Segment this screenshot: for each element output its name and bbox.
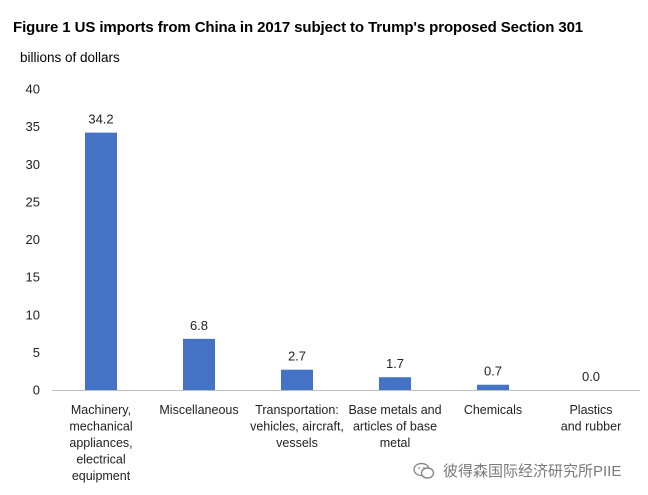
watermark: 彼得森国际经济研究所PIIE <box>413 460 621 481</box>
bar <box>281 369 313 390</box>
y-tick-label: 20 <box>26 232 40 247</box>
chart-title: Figure 1 US imports from China in 2017 s… <box>13 19 584 36</box>
data-label: 1.7 <box>386 356 404 371</box>
data-label: 2.7 <box>288 349 306 364</box>
wechat-icon <box>413 462 435 479</box>
data-label: 6.8 <box>190 318 208 333</box>
y-tick-label: 5 <box>33 345 40 360</box>
y-tick-label: 10 <box>26 307 40 322</box>
y-tick-label: 40 <box>26 82 40 97</box>
y-tick-label: 25 <box>26 194 40 209</box>
category-labels: Machinery, mechanical appliances, electrica… <box>69 403 621 483</box>
category-label: Base metals and articles of base metal <box>348 403 441 450</box>
category-label: Chemicals <box>464 403 522 417</box>
y-tick-label: 0 <box>33 383 40 398</box>
bar-series <box>85 132 509 390</box>
bar <box>183 338 215 390</box>
y-tick-label: 35 <box>26 119 40 134</box>
data-label: 34.2 <box>88 112 113 127</box>
watermark-text: 彼得森国际经济研究所PIIE <box>443 463 622 480</box>
y-tick-label: 30 <box>26 157 40 172</box>
data-labels: 34.2 6.8 2.7 1.7 0.7 0.0 <box>88 112 600 384</box>
category-label: Miscellaneous <box>159 403 238 417</box>
bar <box>379 377 411 390</box>
bar <box>85 132 117 390</box>
bar <box>477 384 509 390</box>
y-tick-label: 15 <box>26 270 40 285</box>
data-label: 0.0 <box>582 369 600 384</box>
y-axis-unit-label: billions of dollars <box>20 50 120 65</box>
data-label: 0.7 <box>484 364 502 379</box>
y-axis-ticks: 0 5 10 15 20 25 30 35 40 <box>26 82 40 398</box>
category-label: Machinery, mechanical appliances, electrica… <box>69 403 132 483</box>
category-label: Plastics and rubber <box>561 403 621 434</box>
category-label: Transportation: vehicles, aircraft, vessel… <box>250 403 344 450</box>
